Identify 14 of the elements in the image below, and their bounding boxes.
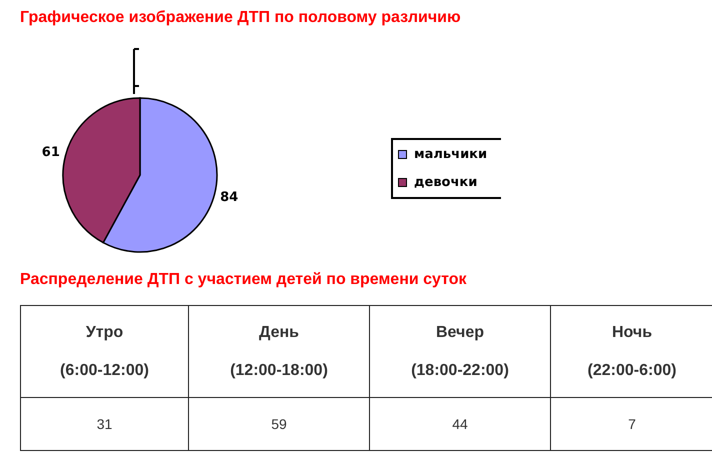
category-label: Вечер (18:00-22:00) [411, 324, 509, 378]
data-label: 31 [20, 398, 188, 450]
category-label: День (12:00-18:00) [230, 324, 328, 378]
category-label: Ночь (22:00-6:00) [588, 324, 676, 378]
category-label: Утро (6:00-12:00) [60, 324, 149, 378]
legend-label: девочки [414, 174, 478, 190]
data-label: 59 [188, 398, 370, 450]
data-label: 84 [220, 190, 238, 206]
chart-title: Графическое изображение ДТП по половому различию [20, 9, 461, 27]
data-label: 61 [42, 144, 60, 160]
data-label: 7 [550, 398, 712, 450]
legend-label: мальчики [414, 146, 488, 162]
data-label: 44 [370, 398, 550, 450]
text: Распределение ДТП с участием детей по времени суток [20, 271, 467, 289]
